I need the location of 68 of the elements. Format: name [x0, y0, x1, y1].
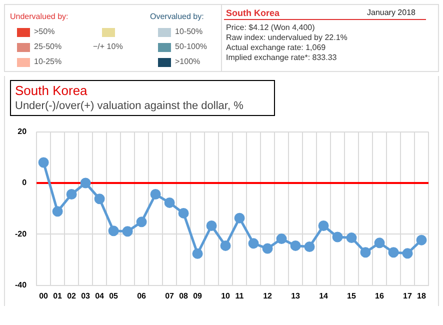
- point: [108, 226, 119, 236]
- x-tick-label: 01: [53, 291, 63, 300]
- point: [66, 189, 77, 200]
- point: [164, 197, 175, 208]
- point: [304, 241, 315, 252]
- text: 10-25%: [34, 57, 62, 66]
- point: [220, 240, 231, 251]
- point: [416, 234, 427, 246]
- point: [38, 157, 49, 168]
- x-tick-label: 05: [109, 291, 119, 300]
- text: Price: $4.12 (Won 4,400): [226, 23, 315, 32]
- text: >100%: [175, 57, 200, 66]
- x-tick-label: 18: [417, 291, 426, 300]
- point: [360, 247, 371, 258]
- x-tick-label: 11: [235, 291, 244, 300]
- text: −/+ 10%: [93, 42, 123, 51]
- point: [52, 206, 63, 217]
- point: [262, 243, 273, 254]
- text: January 2018: [367, 8, 416, 17]
- chart-title: South Korea: [15, 83, 88, 98]
- point: [248, 238, 259, 249]
- x-tick-label: 13: [291, 291, 301, 300]
- point: [192, 248, 203, 259]
- chart-subtitle: Under(-)/over(+) valuation against the dollar, %: [15, 100, 244, 112]
- text: South Korea: [226, 8, 280, 18]
- point: [318, 220, 329, 231]
- y-tick-label: 20: [18, 127, 28, 136]
- text: 10-50%: [175, 27, 203, 36]
- point: [178, 208, 189, 218]
- point: [290, 240, 301, 251]
- x-tick-label: 07: [165, 291, 175, 300]
- x-tick-label: 00: [39, 291, 49, 300]
- point: [122, 226, 133, 237]
- point: [150, 189, 161, 200]
- point: [276, 234, 287, 244]
- y-tick-label: -20: [15, 229, 28, 238]
- point: [402, 248, 413, 259]
- x-tick-label: 10: [221, 291, 231, 300]
- x-tick-label: 17: [403, 291, 412, 300]
- x-tick-label: 03: [81, 291, 91, 300]
- text: Implied exchange rate*: 833.33: [226, 53, 337, 62]
- point: [346, 232, 357, 244]
- point: [80, 178, 91, 188]
- x-tick-label: 04: [95, 291, 105, 300]
- x-tick-label: 12: [263, 291, 273, 300]
- point: [234, 212, 245, 224]
- text: Undervalued by:: [10, 12, 68, 21]
- point: [94, 194, 105, 204]
- text: Overvalued by:: [150, 12, 204, 21]
- point: [374, 238, 385, 248]
- text: 50-100%: [175, 42, 208, 51]
- point: [136, 216, 147, 228]
- text: Raw index: undervalued by 22.1%: [226, 33, 348, 42]
- text: 25-50%: [34, 42, 62, 51]
- x-tick-label: 15: [347, 291, 357, 300]
- x-tick-label: 08: [179, 291, 189, 300]
- x-tick-label: 06: [137, 291, 147, 300]
- y-tick-label: 0: [22, 178, 28, 188]
- point: [206, 220, 217, 231]
- y-tick-label: -40: [15, 280, 28, 290]
- x-tick-label: 14: [319, 291, 329, 300]
- point: [388, 247, 399, 258]
- x-tick-label: 16: [375, 291, 385, 300]
- text: >50%: [34, 27, 55, 36]
- text: Actual exchange rate: 1,069: [226, 43, 326, 52]
- point: [332, 232, 343, 242]
- x-tick-label: 09: [193, 291, 203, 300]
- x-tick-label: 02: [67, 291, 77, 300]
